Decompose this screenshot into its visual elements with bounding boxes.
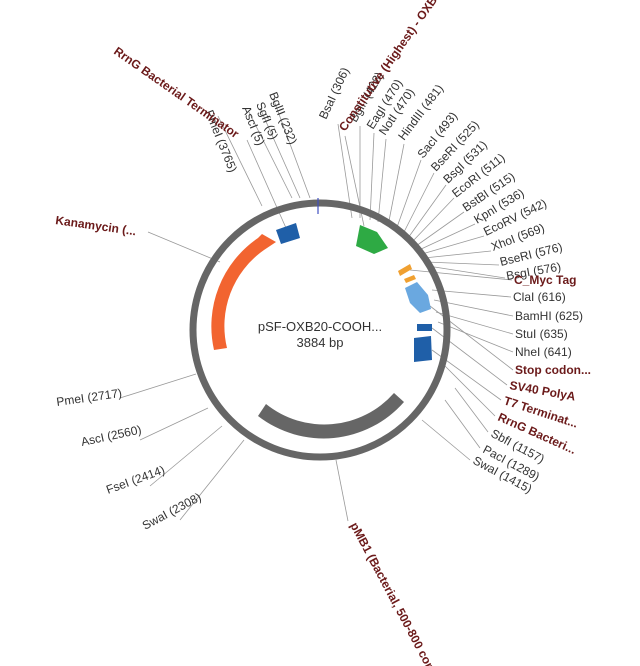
feature-label-f-cmyc[interactable]: C_Myc Tag [514,273,576,287]
enzyme-leader-e-fsei [149,425,223,487]
enzyme-leader-e-bglii-232 [272,97,311,199]
c-myc-tag-block[interactable] [398,264,412,276]
feature-leader-f-rrng-right [444,365,496,417]
enzyme-leader-e-bsgi-531 [407,184,447,239]
c-myc-tag-block-2[interactable] [404,275,416,283]
feature-leader-f-kanamycin [147,231,221,263]
plasmid-name: pSF-OXB20-COOH... [258,319,382,334]
enzyme-leader-e-ecori [411,197,455,243]
enzyme-leader-e-nhei [437,321,514,353]
t7-terminator-block[interactable] [414,336,432,362]
enzyme-leader-e-xhoi [423,250,492,259]
enzyme-label-e-stui[interactable]: StuI (635) [515,327,568,341]
enzyme-leader-e-saci [395,159,422,231]
feature-leader-f-cmyc [409,269,513,281]
enzyme-leader-e-bsai [337,123,353,219]
enzyme-leader-e-ecorv [421,235,485,255]
enzyme-leader-e-bstbi [415,211,465,247]
sv40-polya-block[interactable] [417,324,432,331]
enzyme-leader-e-asci-5 [248,111,293,199]
enzyme-label-e-clai[interactable]: ClaI (616) [513,290,566,304]
plasmid-backbone [189,199,451,461]
enzyme-leader-e-pmei-2717 [119,373,197,399]
feature-label-f-stop[interactable]: Stop codon... [515,363,591,377]
plasmid-size: 3884 bp [297,335,344,350]
enzyme-leader-e-sgfi [259,107,301,199]
enzyme-leader-e-sbfi [454,387,489,433]
enzyme-leader-e-bsgi-576 [427,265,506,279]
enzyme-label-e-asci-2560[interactable]: AscI (2560) [80,422,143,448]
enzyme-label-e-pmei-2717[interactable]: PmeI (2717) [55,386,122,409]
enzyme-leader-e-swai-1415 [421,419,471,461]
leader-lines [119,97,514,522]
feature-label-f-kanamycin[interactable]: Kanamycin (... [55,213,138,238]
enzyme-leader-e-asci-2560 [139,407,209,441]
feature-leader-f-rrng-top [246,139,287,229]
rrng-terminator-block[interactable] [276,223,300,244]
feature-leader-f-pmb1 [335,459,349,522]
enzyme-leader-e-bseri-576 [425,261,500,266]
oxb20-promoter-arrow[interactable] [356,225,388,254]
enzyme-leader-e-eagi [369,132,375,221]
enzyme-label-e-bamhi[interactable]: BamHI (625) [515,309,583,323]
enzyme-label-e-swai-2308[interactable]: SwaI (2308) [140,490,204,533]
enzyme-leader-e-noti [377,138,387,223]
enzyme-leader-e-pmei-3765 [217,115,263,207]
feature-label-f-rrng-top[interactable]: RrnG Bacterial Terminator [111,44,241,141]
kanamycin-arrow[interactable] [211,234,276,350]
enzyme-label-e-nhei[interactable]: NheI (641) [515,345,572,359]
enzyme-leader-e-kpni [418,223,476,251]
enzyme-leader-e-paci [444,399,481,449]
enzyme-leader-e-bseri-525 [402,172,435,235]
enzyme-leader-e-swai-2308 [179,439,245,521]
feature-label-f-pmb1[interactable]: pMB1 (Bacterial, 500-800 copies) [347,520,447,666]
enzyme-leader-e-clai [431,289,512,298]
enzyme-leader-e-hindiii [387,143,405,227]
stop-codon-arrow[interactable] [405,282,431,313]
pmb1-origin-arc[interactable] [258,393,404,439]
